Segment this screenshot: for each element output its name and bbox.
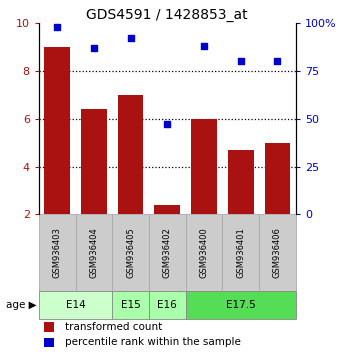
Point <box>201 43 207 49</box>
Point <box>54 24 60 30</box>
Text: GSM936402: GSM936402 <box>163 227 172 278</box>
Text: E14: E14 <box>66 300 86 310</box>
Text: E16: E16 <box>158 300 177 310</box>
Bar <box>186 291 296 319</box>
Bar <box>112 215 149 291</box>
Bar <box>39 215 76 291</box>
Bar <box>44 338 54 347</box>
Bar <box>149 291 186 319</box>
Bar <box>154 205 180 215</box>
Bar <box>81 109 107 215</box>
Bar <box>76 215 112 291</box>
Text: GSM936400: GSM936400 <box>199 227 209 278</box>
Bar <box>228 150 254 215</box>
Text: age ▶: age ▶ <box>6 300 37 310</box>
Title: GDS4591 / 1428853_at: GDS4591 / 1428853_at <box>87 8 248 22</box>
Bar <box>222 215 259 291</box>
Bar <box>118 95 143 215</box>
Bar <box>259 215 296 291</box>
Bar <box>44 47 70 215</box>
Bar <box>112 291 149 319</box>
Bar <box>149 215 186 291</box>
Text: E17.5: E17.5 <box>226 300 256 310</box>
Bar <box>44 322 54 332</box>
Point <box>238 58 243 64</box>
Text: transformed count: transformed count <box>65 322 162 332</box>
Text: GSM936405: GSM936405 <box>126 227 135 278</box>
Text: E15: E15 <box>121 300 141 310</box>
Bar <box>39 291 112 319</box>
Text: GSM936401: GSM936401 <box>236 227 245 278</box>
Bar <box>191 119 217 215</box>
Point <box>91 45 97 51</box>
Text: GSM936406: GSM936406 <box>273 227 282 278</box>
Bar <box>186 215 222 291</box>
Point <box>128 35 133 41</box>
Point <box>275 58 280 64</box>
Text: percentile rank within the sample: percentile rank within the sample <box>65 337 240 348</box>
Text: GSM936403: GSM936403 <box>53 227 62 278</box>
Bar <box>265 143 290 215</box>
Text: GSM936404: GSM936404 <box>90 227 98 278</box>
Point <box>165 122 170 127</box>
